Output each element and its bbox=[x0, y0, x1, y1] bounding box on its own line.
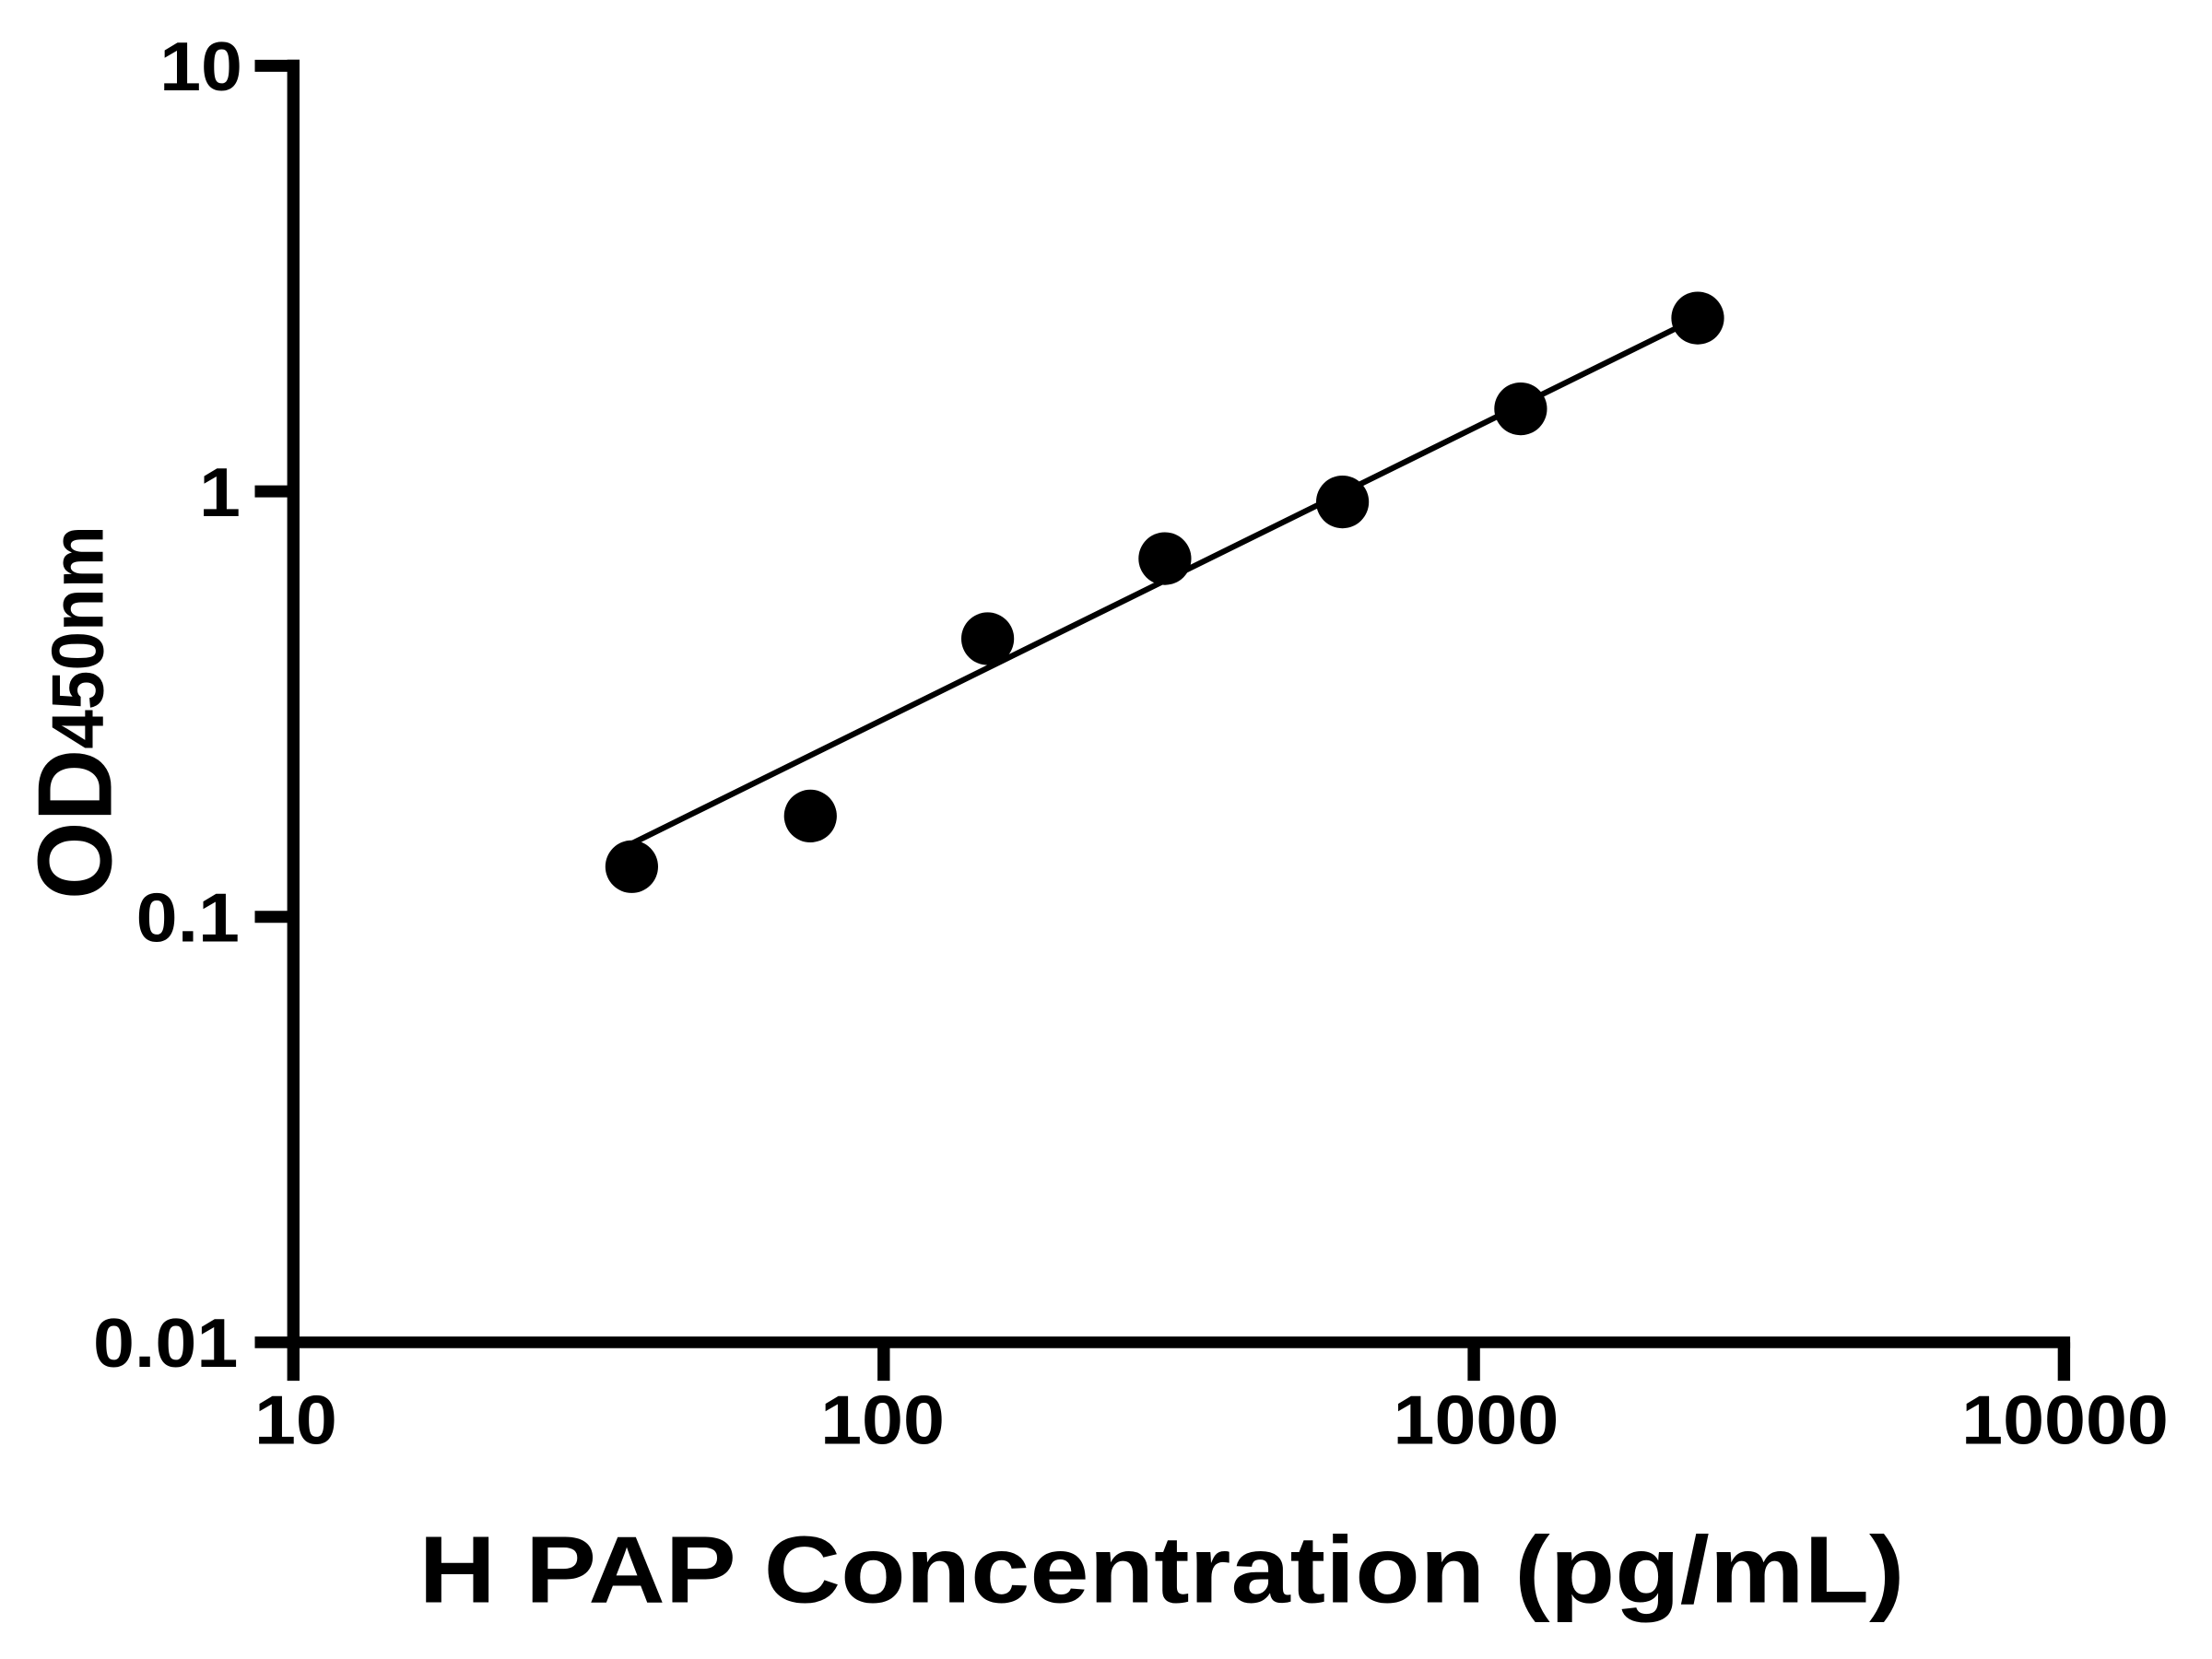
svg-text:10: 10 bbox=[159, 28, 242, 106]
svg-text:10: 10 bbox=[254, 1381, 337, 1459]
svg-text:OD450nm: OD450nm bbox=[16, 525, 134, 900]
svg-text:1000: 1000 bbox=[1393, 1381, 1559, 1459]
svg-text:H PAP Concentration (pg/mL): H PAP Concentration (pg/mL) bbox=[419, 1517, 1905, 1623]
svg-text:100: 100 bbox=[820, 1381, 945, 1459]
svg-text:0.01: 0.01 bbox=[93, 1304, 238, 1382]
svg-text:1: 1 bbox=[199, 453, 241, 531]
svg-text:0.1: 0.1 bbox=[136, 878, 240, 957]
svg-text:10000: 10000 bbox=[1961, 1381, 2169, 1459]
